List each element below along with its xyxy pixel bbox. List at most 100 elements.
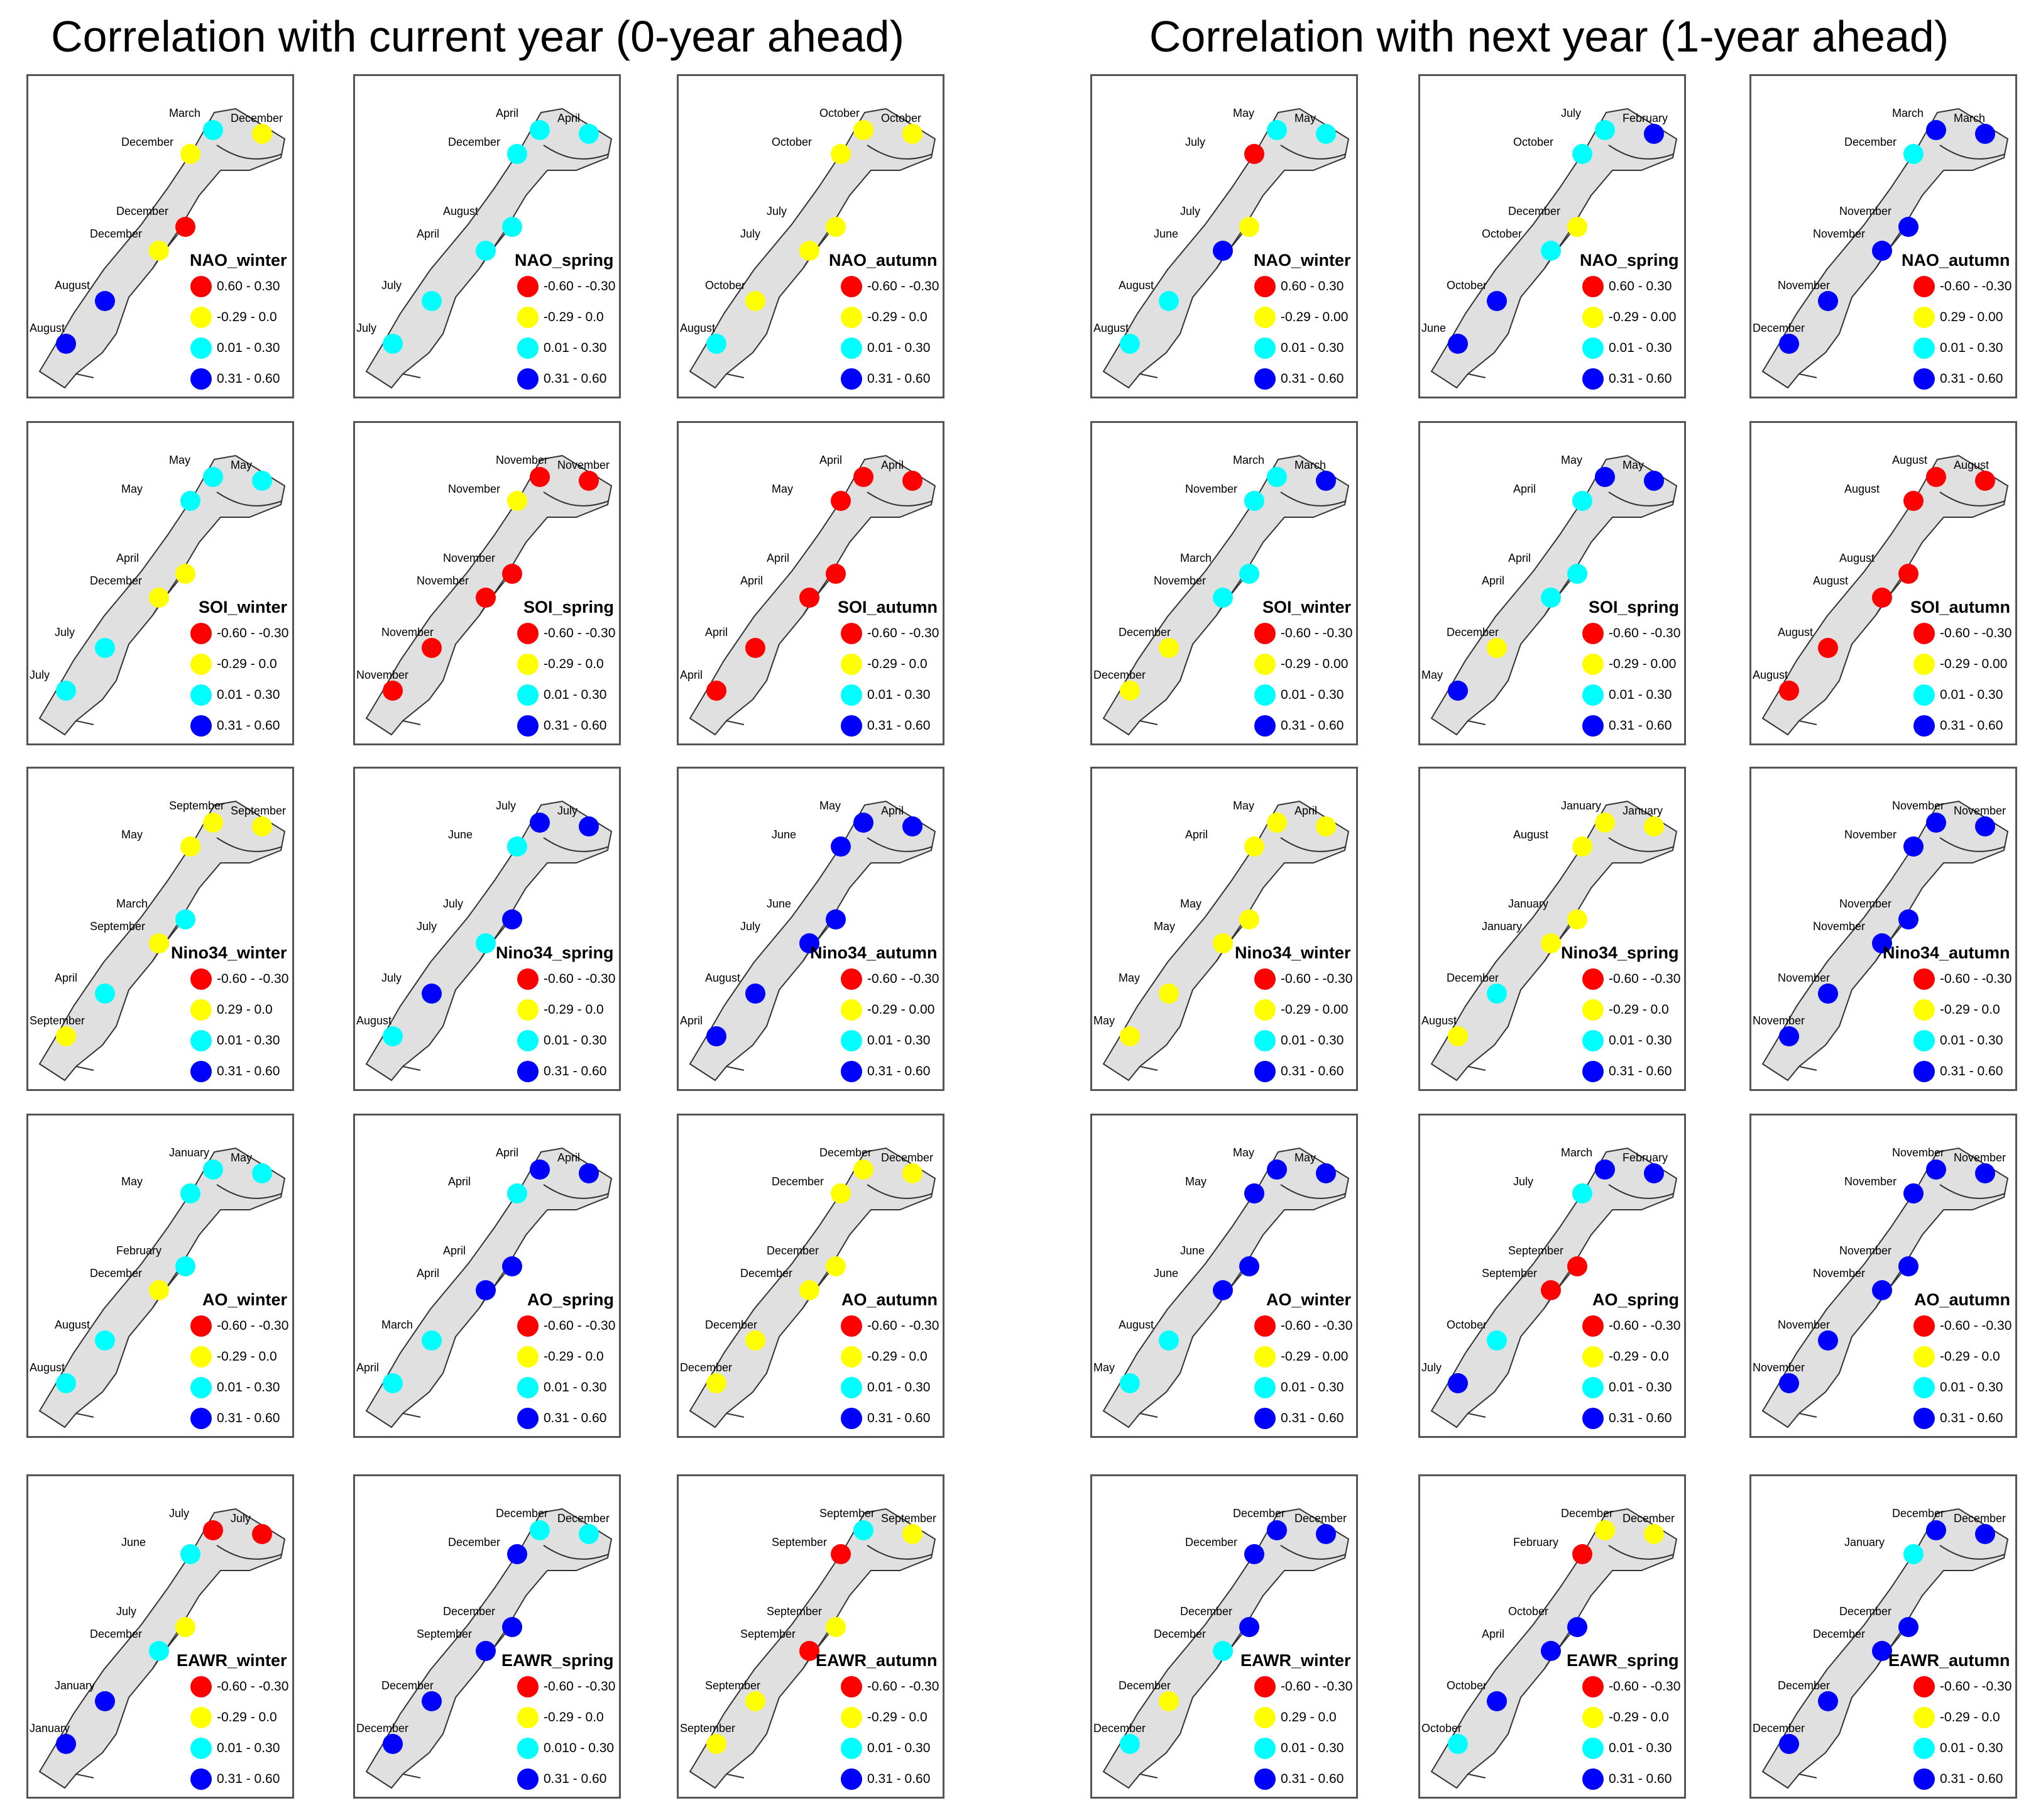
station-dot-blue (1779, 1373, 1799, 1393)
station-month-label: June (448, 828, 473, 841)
legend-swatch-red (1913, 276, 1935, 297)
gaza-strip-map (365, 107, 613, 389)
legend-label: -0.60 - -0.30 (217, 626, 289, 640)
station-dot-blue (422, 984, 442, 1004)
station-dot-cyan (180, 1183, 200, 1203)
legend-label: 0.01 - 0.30 (1609, 1033, 1672, 1048)
legend-label: 0.31 - 0.60 (1940, 1411, 2003, 1425)
station-dot-blue (1239, 1617, 1259, 1637)
panel-title: Nino34_autumn (1883, 943, 2010, 962)
legend-label: 0.31 - 0.60 (217, 371, 280, 386)
station-month-label: February (1623, 112, 1668, 124)
legend-swatch-red (1254, 1315, 1276, 1337)
station-dot-cyan (1487, 1330, 1507, 1351)
legend-label: 0.01 - 0.30 (544, 1380, 607, 1395)
gaza-strip-map (689, 1508, 936, 1789)
legend-label: -0.60 - -0.30 (1940, 626, 2012, 640)
station-dot-yellow (1120, 1026, 1140, 1046)
station-month-label: October (705, 279, 746, 292)
station-month-label: July (1421, 1361, 1442, 1374)
panel-title: SOI_winter (199, 598, 288, 617)
legend-label: -0.60 - -0.30 (217, 1679, 289, 1694)
station-dot-yellow (1159, 1691, 1179, 1711)
map-panel: September September September September Sept… (677, 1474, 944, 1799)
station-month-label: November (496, 454, 549, 466)
station-dot-cyan (502, 217, 522, 237)
legend-swatch-red (1913, 1676, 1935, 1697)
station-dot-cyan (579, 124, 599, 144)
station-dot-blue (1926, 120, 1946, 140)
station-month-label: November (1844, 1175, 1897, 1188)
station-dot-blue (1239, 1256, 1259, 1276)
legend-swatch-cyan (1913, 337, 1935, 359)
station-dot-blue (530, 1159, 550, 1180)
station-month-label: October (819, 107, 860, 119)
station-month-label: August (30, 1361, 65, 1374)
gaza-strip-map (365, 1508, 613, 1789)
station-month-label: December (1508, 205, 1561, 217)
legend-swatch-yellow (841, 654, 862, 675)
panel-title: AO_autumn (1914, 1290, 2011, 1309)
station-month-label: August (1892, 454, 1928, 466)
station-month-label: July (169, 1507, 190, 1520)
legend-swatch-cyan (1913, 1030, 1935, 1051)
legend-swatch-cyan (517, 1738, 539, 1759)
legend-label: 0.01 - 0.30 (1281, 688, 1344, 702)
station-dot-cyan (1316, 124, 1336, 144)
station-month-label: December (1813, 1628, 1866, 1640)
station-dot-red (252, 1524, 272, 1544)
station-month-label: April (680, 669, 703, 681)
station-month-label: November (417, 574, 469, 587)
station-dot-blue (1872, 933, 1892, 953)
station-month-label: September (767, 1605, 823, 1618)
legend-swatch-yellow (517, 654, 539, 675)
station-dot-cyan (203, 120, 223, 140)
panel-title: SOI_autumn (838, 598, 938, 617)
legend-label: 0.01 - 0.30 (217, 1741, 280, 1755)
station-month-label: June (1180, 1244, 1205, 1257)
station-month-label: December (1185, 1536, 1238, 1549)
station-dot-blue (1898, 909, 1918, 929)
map-panel: December December December December Septembe… (353, 1474, 621, 1799)
station-month-label: December (1954, 1512, 2006, 1525)
station-dot-blue (1975, 1163, 1995, 1183)
station-dot-yellow (180, 144, 200, 164)
station-dot-yellow (1595, 1520, 1615, 1540)
station-dot-cyan (175, 909, 195, 929)
station-dot-cyan (1159, 291, 1179, 311)
station-month-label: August (1421, 1014, 1457, 1027)
legend-label: 0.60 - 0.30 (1281, 279, 1344, 293)
station-month-label: November (1778, 279, 1831, 292)
station-dot-yellow (706, 1734, 726, 1754)
station-month-label: December (1447, 626, 1499, 639)
legend-label: 0.31 - 0.60 (1609, 1064, 1672, 1078)
station-dot-blue (1903, 1183, 1924, 1203)
station-month-label: December (1093, 1722, 1146, 1735)
legend-swatch-blue (841, 715, 862, 737)
station-month-label: May (819, 799, 841, 812)
legend-label: -0.29 - 0.00 (867, 1002, 935, 1017)
station-month-label: May (1233, 107, 1255, 119)
station-dot-yellow (1644, 1524, 1664, 1544)
legend-swatch-yellow (190, 1346, 212, 1368)
station-month-label: July (767, 205, 787, 217)
station-dot-red (203, 1520, 223, 1540)
station-month-label: April (680, 1014, 703, 1027)
station-month-label: May (1421, 669, 1443, 681)
legend-swatch-cyan (517, 337, 539, 359)
station-month-label: July (1513, 1175, 1534, 1188)
station-month-label: September (705, 1679, 761, 1692)
station-month-label: August (356, 1014, 392, 1027)
legend-label: -0.29 - 0.00 (1609, 657, 1677, 671)
station-month-label: August (1513, 828, 1549, 841)
station-month-label: December (705, 1318, 758, 1331)
station-dot-blue (1595, 467, 1615, 487)
station-dot-yellow (1120, 681, 1140, 701)
station-month-label: December (1892, 1507, 1945, 1520)
station-dot-cyan (1541, 588, 1561, 608)
station-month-label: August (55, 1318, 90, 1331)
legend-label: -0.60 - -0.30 (867, 1679, 939, 1694)
legend-label: 0.01 - 0.30 (867, 1033, 931, 1048)
station-month-label: July (417, 920, 437, 933)
station-dot-cyan (56, 681, 76, 701)
